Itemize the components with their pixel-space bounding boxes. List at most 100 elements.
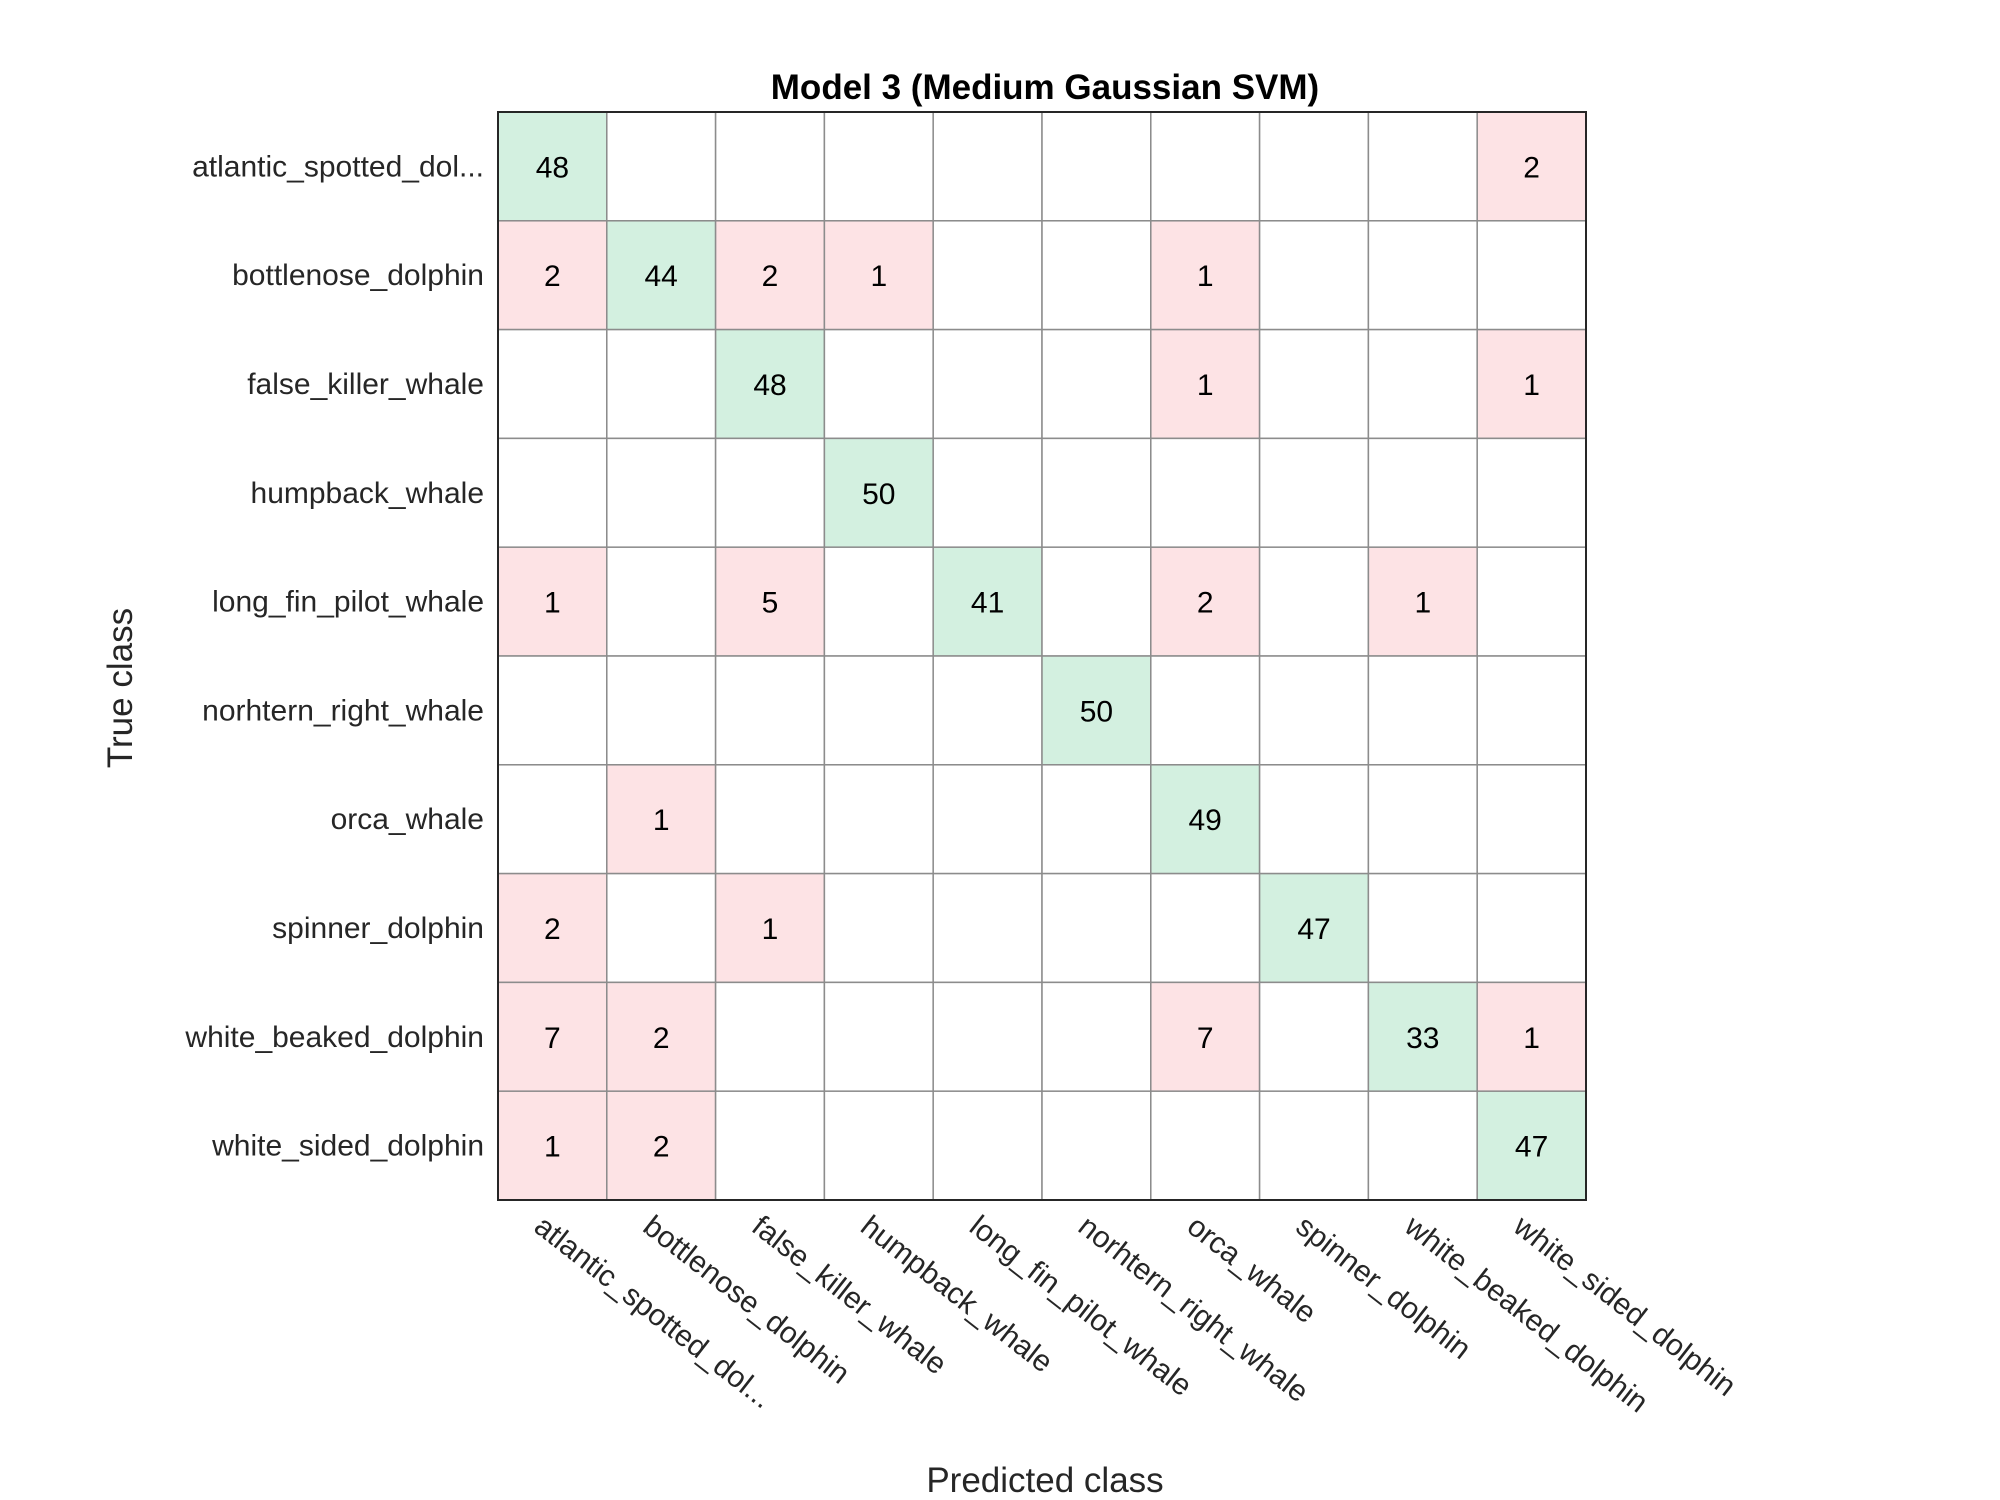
matrix-cell bbox=[1476, 111, 1587, 222]
matrix-cell bbox=[1150, 111, 1261, 222]
matrix-cell bbox=[932, 764, 1043, 875]
matrix-cell bbox=[606, 220, 717, 331]
y-tick-label: norhtern_right_whale bbox=[202, 694, 484, 727]
matrix-cell bbox=[1476, 764, 1587, 875]
matrix-cell bbox=[1150, 764, 1261, 875]
matrix-cell bbox=[714, 546, 826, 657]
matrix-border bbox=[497, 111, 1587, 1201]
matrix-cell bbox=[714, 328, 826, 440]
y-tick-label: orca_whale bbox=[331, 803, 484, 836]
cell-value-label: 2 bbox=[544, 913, 561, 946]
cell-value-label: 44 bbox=[645, 260, 678, 293]
matrix-cell bbox=[1041, 981, 1152, 1092]
matrix-cell bbox=[1367, 328, 1478, 440]
cell-value-label: 41 bbox=[971, 587, 1004, 620]
matrix-cell bbox=[932, 437, 1043, 548]
matrix-cell bbox=[1476, 655, 1587, 766]
matrix-cell bbox=[823, 220, 934, 331]
matrix-cell bbox=[714, 764, 826, 875]
matrix-cell bbox=[1150, 437, 1261, 548]
y-tick-label: humpback_whale bbox=[251, 477, 484, 510]
cell-value-label: 2 bbox=[653, 1131, 670, 1164]
matrix-cell bbox=[714, 220, 826, 331]
matrix-cell bbox=[932, 981, 1043, 1092]
cell-value-label: 7 bbox=[544, 1022, 561, 1055]
cell-value-label: 50 bbox=[1080, 695, 1113, 728]
matrix-cell bbox=[497, 546, 608, 657]
matrix-cell bbox=[932, 872, 1043, 984]
matrix-cell bbox=[1367, 655, 1478, 766]
matrix-cell bbox=[1476, 220, 1587, 331]
matrix-cell bbox=[1041, 328, 1152, 440]
matrix-cell bbox=[606, 328, 717, 440]
matrix-cell bbox=[1041, 111, 1152, 222]
cell-value-label: 33 bbox=[1406, 1022, 1439, 1055]
y-tick-label: bottlenose_dolphin bbox=[232, 259, 484, 292]
matrix-cell bbox=[932, 328, 1043, 440]
matrix-cell bbox=[497, 655, 608, 766]
cell-value-label: 2 bbox=[544, 260, 561, 293]
matrix-cell bbox=[932, 1090, 1043, 1201]
matrix-cell bbox=[823, 872, 934, 984]
matrix-cell bbox=[823, 111, 934, 222]
y-tick-labels: atlantic_spotted_dol... bottlenose_dolphi… bbox=[184, 150, 484, 1162]
matrix-cell bbox=[497, 1090, 608, 1201]
matrix-cell bbox=[606, 437, 717, 548]
matrix-cell bbox=[1150, 981, 1261, 1092]
x-tick-label: false_killer_whale bbox=[746, 1210, 953, 1382]
matrix-cell bbox=[1258, 437, 1370, 548]
matrix-cell bbox=[1258, 981, 1370, 1092]
matrix-cell bbox=[497, 764, 608, 875]
matrix-cell bbox=[1258, 546, 1370, 657]
matrix-cell bbox=[932, 111, 1043, 222]
matrix-cell bbox=[1150, 872, 1261, 984]
matrix-cell bbox=[714, 872, 826, 984]
cell-value-label: 1 bbox=[1414, 587, 1431, 620]
cell-value-label: 1 bbox=[1523, 369, 1540, 402]
cell-value-label: 2 bbox=[653, 1022, 670, 1055]
x-tick-label: humpback_whale bbox=[854, 1210, 1058, 1380]
matrix-cell bbox=[1150, 655, 1261, 766]
matrix-cell bbox=[823, 764, 934, 875]
matrix-cell bbox=[1258, 111, 1370, 222]
matrix-cell bbox=[1367, 111, 1478, 222]
matrix-cell bbox=[1150, 1090, 1261, 1201]
matrix-cell bbox=[714, 981, 826, 1092]
matrix-cell bbox=[714, 1090, 826, 1201]
matrix-cell bbox=[1041, 220, 1152, 331]
matrix-cell bbox=[932, 655, 1043, 766]
matrix-cell bbox=[932, 220, 1043, 331]
matrix-cell bbox=[1041, 764, 1152, 875]
matrix-cell bbox=[714, 655, 826, 766]
matrix-cell bbox=[1041, 655, 1152, 766]
matrix-cell bbox=[606, 111, 717, 222]
matrix-cell bbox=[1041, 546, 1152, 657]
matrix-cell bbox=[1367, 764, 1478, 875]
matrix-cell bbox=[1041, 1090, 1152, 1201]
matrix-cell bbox=[1367, 437, 1478, 548]
matrix-cell bbox=[1476, 872, 1587, 984]
matrix-cell bbox=[497, 111, 608, 222]
matrix-cell bbox=[714, 437, 826, 548]
matrix-cell bbox=[714, 111, 826, 222]
matrix-cell bbox=[606, 872, 717, 984]
matrix-cell bbox=[1258, 1090, 1370, 1201]
matrix-cell bbox=[1476, 437, 1587, 548]
cell-value-label: 48 bbox=[536, 151, 569, 184]
y-tick-label: white_sided_dolphin bbox=[211, 1130, 484, 1163]
matrix-cell bbox=[1476, 328, 1587, 440]
cell-value-label: 2 bbox=[1523, 151, 1540, 184]
cell-value-label: 1 bbox=[544, 1131, 561, 1164]
cell-value-label: 7 bbox=[1197, 1022, 1214, 1055]
matrix-cell bbox=[606, 546, 717, 657]
y-tick-label: spinner_dolphin bbox=[272, 912, 484, 945]
matrix-cell bbox=[1367, 872, 1478, 984]
matrix-cell bbox=[606, 764, 717, 875]
matrix-cells: 48 2 2 44 2 1 1 48 1 1 50 1 5 41 2 1 50 1 49 2 1 47 7 2 7 33 1 1 2 47 bbox=[497, 111, 1587, 1201]
matrix-cell bbox=[497, 328, 608, 440]
cell-value-label: 47 bbox=[1515, 1131, 1548, 1164]
cell-value-label: 50 bbox=[862, 478, 895, 511]
matrix-cell bbox=[497, 872, 608, 984]
matrix-cell bbox=[1258, 328, 1370, 440]
matrix-cell bbox=[1258, 872, 1370, 984]
